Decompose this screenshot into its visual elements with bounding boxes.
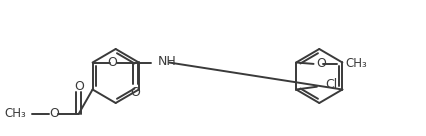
Text: NH: NH <box>158 55 177 68</box>
Text: CH₃: CH₃ <box>5 107 26 120</box>
Text: O: O <box>317 57 326 70</box>
Text: Cl: Cl <box>325 78 337 91</box>
Text: O: O <box>107 56 117 69</box>
Text: CH₃: CH₃ <box>345 57 367 70</box>
Text: O: O <box>49 107 59 120</box>
Text: O: O <box>130 86 141 99</box>
Text: O: O <box>74 80 83 93</box>
